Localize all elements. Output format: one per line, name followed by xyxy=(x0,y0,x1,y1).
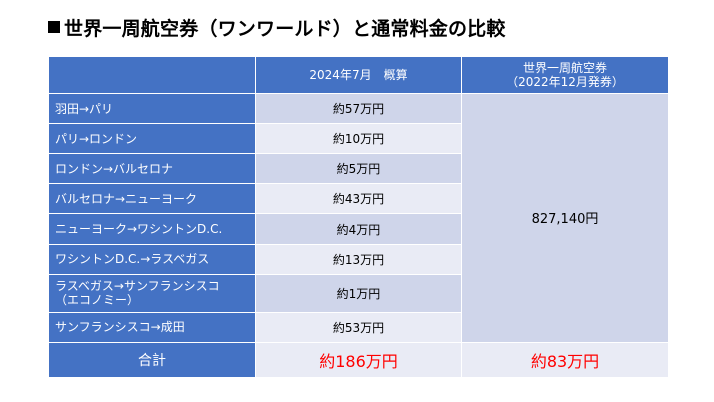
table-row: バルセロナ→ニューヨーク 約43万円 xyxy=(48,183,669,215)
rtw-price-cell: 827,140円 xyxy=(461,93,669,343)
header-rtw-line1: 世界一周航空券 xyxy=(522,61,607,76)
table-row: パリ→ロンドン 約10万円 xyxy=(48,123,669,155)
total-rtw-value: 約83万円 xyxy=(461,341,669,379)
price-cell: 約10万円 xyxy=(255,123,462,155)
route-cell: ラスベガス→サンフランシスコ （エコノミー） xyxy=(48,273,256,313)
header-route xyxy=(48,55,256,95)
comparison-table: 2024年7月 概算 世界一周航空券 （2022年12月発券） 羽田→パリ 約5… xyxy=(48,55,669,379)
route-line2: （エコノミー） xyxy=(55,293,140,308)
table-row: ニューヨーク→ワシントンD.C. 約4万円 xyxy=(48,213,669,245)
page-title-text: 世界一周航空券（ワンワールド）と通常料金の比較 xyxy=(64,18,506,40)
route-cell: 羽田→パリ xyxy=(48,93,256,125)
route-cell: バルセロナ→ニューヨーク xyxy=(48,183,256,215)
square-bullet-icon xyxy=(48,21,60,33)
route-cell: ニューヨーク→ワシントンD.C. xyxy=(48,213,256,245)
table-header-row: 2024年7月 概算 世界一周航空券 （2022年12月発券） xyxy=(48,55,669,95)
price-cell: 約5万円 xyxy=(255,153,462,185)
price-cell: 約43万円 xyxy=(255,183,462,215)
page-title: 世界一周航空券（ワンワールド）と通常料金の比較 xyxy=(48,14,506,41)
table-row: サンフランシスコ→成田 約53万円 xyxy=(48,311,669,343)
route-cell: パリ→ロンドン xyxy=(48,123,256,155)
total-regular-value: 約186万円 xyxy=(255,341,462,379)
route-line1: ラスベガス→サンフランシスコ xyxy=(55,279,220,294)
price-cell: 約1万円 xyxy=(255,273,462,313)
total-label: 合計 xyxy=(48,341,256,379)
table-row: ワシントンD.C.→ラスベガス 約13万円 xyxy=(48,243,669,275)
header-rtw-ticket: 世界一周航空券 （2022年12月発券） xyxy=(461,55,669,95)
price-cell: 約4万円 xyxy=(255,213,462,245)
price-cell: 約13万円 xyxy=(255,243,462,275)
total-row: 合計 約186万円 約83万円 xyxy=(48,341,669,379)
table-row: 羽田→パリ 約57万円 827,140円 xyxy=(48,93,669,343)
price-cell: 約53万円 xyxy=(255,311,462,343)
table-row: ラスベガス→サンフランシスコ （エコノミー） 約1万円 xyxy=(48,273,669,313)
route-cell: ワシントンD.C.→ラスベガス xyxy=(48,243,256,275)
header-regular-fare: 2024年7月 概算 xyxy=(255,55,462,95)
price-cell: 約57万円 xyxy=(255,93,462,125)
route-cell: ロンドン→バルセロナ xyxy=(48,153,256,185)
header-rtw-line2: （2022年12月発券） xyxy=(506,75,624,90)
route-cell: サンフランシスコ→成田 xyxy=(48,311,256,343)
